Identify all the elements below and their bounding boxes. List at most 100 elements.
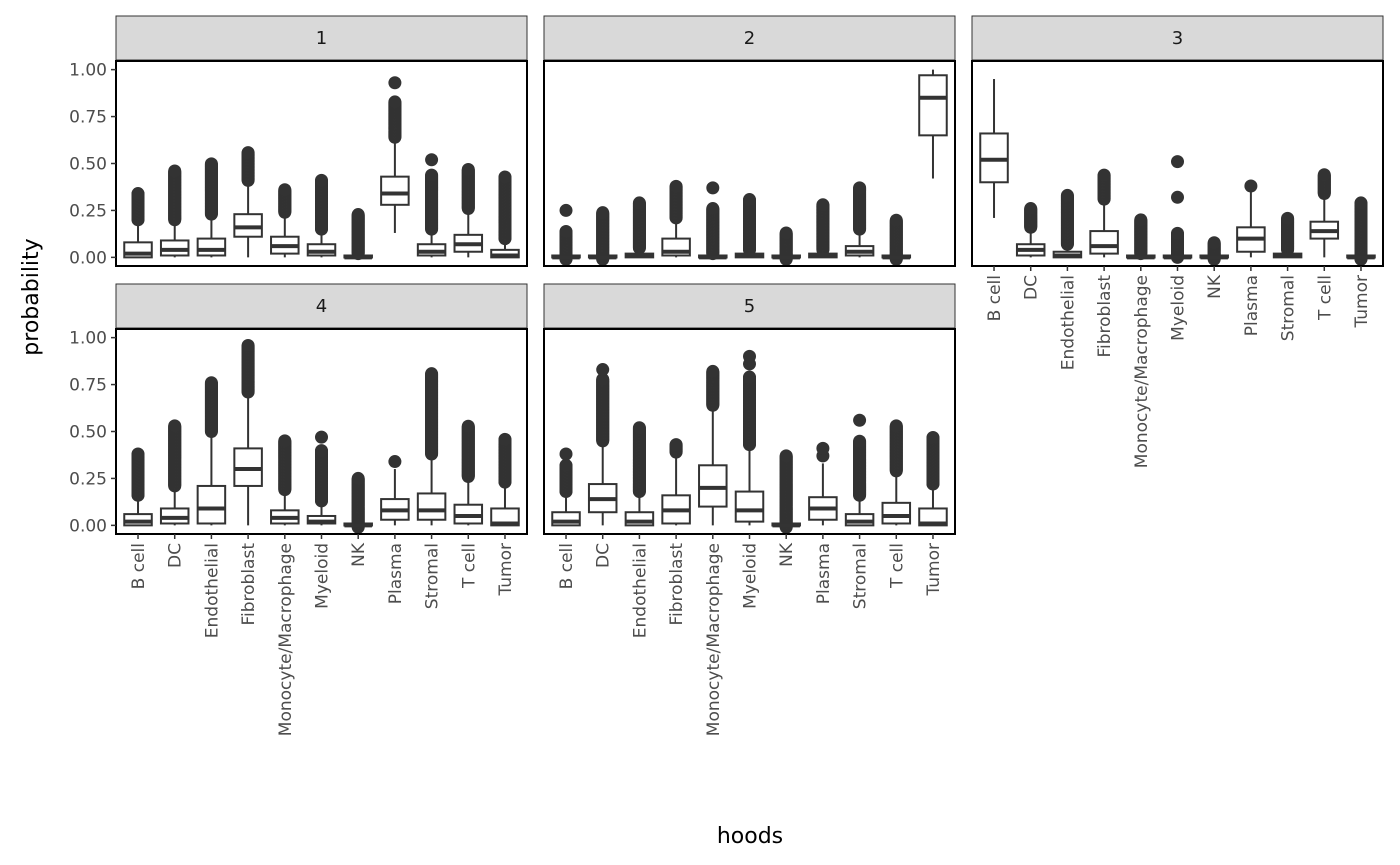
outlier-point <box>388 95 402 109</box>
x-tick-label: B cell <box>557 543 577 589</box>
y-tick-label: 0.00 <box>69 248 107 268</box>
box-Tumor <box>490 170 520 259</box>
outlier-point <box>1171 155 1184 169</box>
box-T cell <box>453 419 484 526</box>
x-tick-label: B cell <box>129 543 149 589</box>
x-tick-label: Plasma <box>386 543 406 604</box>
outlier-point <box>498 170 512 184</box>
box-NK <box>343 208 373 261</box>
box-iqr <box>881 501 912 525</box>
x-tick-label: Tumor <box>1352 275 1372 329</box>
outlier-point <box>131 447 145 461</box>
outlier-point <box>889 213 903 227</box>
x-tick-label: Fibroblast <box>239 543 259 626</box>
box-Tumor <box>918 69 948 179</box>
outlier-point <box>632 421 646 435</box>
facet-strip-label: 3 <box>1172 28 1183 49</box>
box-B cell <box>123 187 153 259</box>
box-Endothelial <box>1052 188 1083 259</box>
outlier-point <box>1097 168 1111 182</box>
x-tick-label: Fibroblast <box>667 543 687 626</box>
box-Stromal <box>844 181 875 258</box>
facet-strip <box>543 15 956 61</box>
outlier-point <box>388 76 402 90</box>
box-Myeloid <box>734 349 765 526</box>
x-tick-label: Endothelial <box>630 543 650 638</box>
box-iqr <box>196 484 227 525</box>
box-Fibroblast <box>233 146 263 258</box>
facet-strip-label: 1 <box>316 28 327 49</box>
x-tick-label: Stromal <box>851 543 871 609</box>
x-tick-label: NK <box>777 542 797 567</box>
box-Plasma <box>1236 179 1266 258</box>
outlier-point <box>315 173 328 187</box>
outlier-point <box>1171 190 1184 204</box>
facet-strip-label: 2 <box>744 28 755 49</box>
box-Endothelial <box>196 376 227 526</box>
outlier-point <box>743 193 756 207</box>
facet-strip <box>971 15 1384 61</box>
outlier-point <box>816 198 830 212</box>
box-iqr <box>416 492 447 521</box>
x-tick-label: DC <box>1022 275 1042 300</box>
box-DC <box>587 363 618 526</box>
outlier-point <box>559 458 573 472</box>
facet-panel-5: 5 B cell DC Endothelial Fibroblast Monocyte/M… <box>543 283 956 736</box>
box-Myeloid <box>306 173 337 258</box>
x-tick-label: T cell <box>1315 275 1335 321</box>
x-tick-label: Tumor <box>496 543 516 597</box>
outlier-point <box>315 444 328 458</box>
outlier-point <box>779 226 793 240</box>
x-tick-label: Myeloid <box>1169 275 1189 341</box>
x-tick-label: Stromal <box>423 543 443 609</box>
outlier-point <box>204 157 218 171</box>
box-iqr <box>734 490 765 523</box>
x-tick-label: Plasma <box>1242 275 1262 336</box>
box-Tumor <box>1346 196 1376 266</box>
box-DC <box>1015 202 1046 258</box>
outlier-point <box>559 224 573 238</box>
box-Myeloid <box>306 430 337 526</box>
box-Endothelial <box>624 196 655 259</box>
box-B cell <box>979 79 1009 218</box>
facet-panel-3: 3 B cell DC Endothelial Fibroblast Monocyte/M… <box>971 15 1384 468</box>
outlier-point <box>596 372 610 386</box>
box-Plasma <box>808 441 838 526</box>
facet-strip <box>543 283 956 329</box>
box-Myeloid <box>734 193 765 259</box>
outlier-point <box>204 376 218 390</box>
outlier-point <box>596 363 610 377</box>
y-tick-label: 0.25 <box>69 469 107 489</box>
outlier-point <box>461 163 475 177</box>
outlier-point <box>351 471 365 485</box>
box-Stromal <box>416 153 447 258</box>
facet-strip-label: 4 <box>316 296 327 317</box>
box-DC <box>159 164 190 258</box>
outlier-point <box>669 438 683 452</box>
outlier-point <box>425 153 439 167</box>
box-Stromal <box>416 367 447 526</box>
box-Fibroblast <box>661 179 691 258</box>
box-iqr <box>196 237 227 257</box>
facet-panel-2: 2 <box>543 15 956 267</box>
outlier-point <box>315 430 328 444</box>
x-tick-label: T cell <box>887 543 907 589</box>
outlier-point <box>425 168 439 182</box>
outlier-point <box>425 367 439 381</box>
x-tick-label: Fibroblast <box>1095 275 1115 358</box>
outlier-point <box>1171 226 1184 240</box>
box-Myeloid <box>1162 155 1193 264</box>
x-tick-label: Monocyte/Macrophage <box>1132 275 1152 468</box>
outlier-point <box>1317 168 1331 182</box>
outlier-point <box>1281 211 1295 225</box>
box-T cell <box>1309 168 1340 258</box>
outlier-point <box>278 434 292 448</box>
outlier-point <box>168 164 182 178</box>
x-tick-label: Plasma <box>814 543 834 604</box>
box-iqr <box>380 175 410 206</box>
outlier-point <box>1060 188 1074 202</box>
outlier-point <box>669 179 683 193</box>
x-tick-label: DC <box>166 543 186 568</box>
y-tick-label: 0.75 <box>69 376 107 396</box>
y-tick-label: 1.00 <box>69 61 107 81</box>
